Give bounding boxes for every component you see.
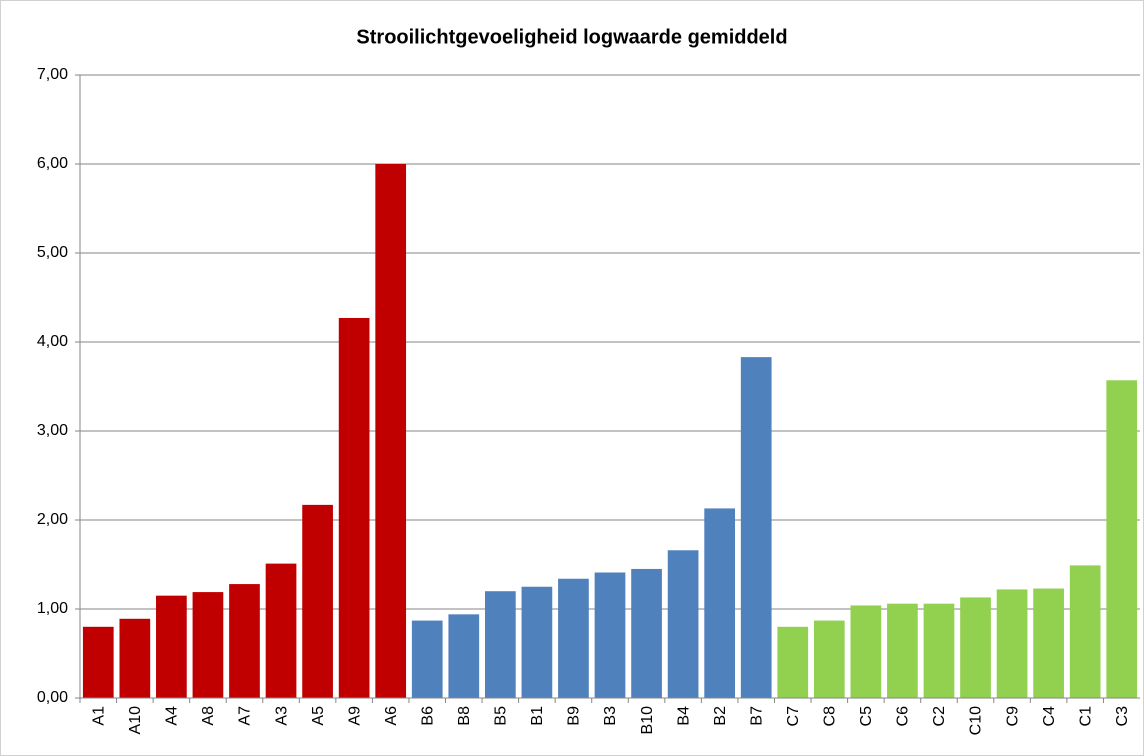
x-tick-label: C2 — [931, 706, 948, 727]
x-tick-label: B9 — [566, 706, 583, 726]
bar — [375, 164, 407, 698]
x-tick-label: C3 — [1114, 706, 1131, 727]
x-tick-label: C10 — [968, 706, 985, 735]
x-tick-label: B7 — [748, 706, 765, 726]
x-tick-label: B2 — [712, 706, 729, 726]
bar — [667, 550, 699, 698]
x-tick-label: B4 — [675, 706, 692, 726]
bar — [484, 591, 516, 698]
chart-title: Strooilichtgevoeligheid logwaarde gemidd… — [356, 26, 787, 48]
x-tick-label: A10 — [127, 706, 144, 735]
bar — [448, 614, 480, 698]
bar — [813, 620, 845, 698]
y-tick-label: 0,00 — [37, 689, 68, 706]
y-tick-label: 2,00 — [37, 511, 68, 528]
y-tick-label: 4,00 — [37, 333, 68, 350]
bar — [740, 357, 772, 698]
bar — [156, 595, 187, 698]
x-tick-label: B5 — [493, 706, 510, 726]
bar — [850, 605, 882, 698]
bar — [1033, 588, 1064, 698]
y-tick-label: 3,00 — [37, 422, 68, 439]
bar — [631, 568, 662, 698]
x-tick-label: C1 — [1077, 706, 1094, 727]
bar — [1069, 565, 1101, 698]
y-tick-label: 6,00 — [37, 155, 68, 172]
x-tick-label: C9 — [1004, 706, 1021, 727]
bar — [229, 584, 260, 698]
x-tick-label: A1 — [90, 706, 107, 726]
x-tick-label: C6 — [895, 706, 912, 727]
bar — [192, 592, 224, 698]
bar — [704, 508, 736, 698]
x-tick-label: A5 — [310, 706, 327, 726]
y-tick-label: 7,00 — [37, 66, 68, 83]
bar — [923, 603, 955, 698]
bar — [521, 586, 553, 698]
bar — [338, 317, 370, 698]
y-tick-label: 1,00 — [37, 600, 68, 617]
x-tick-label: C8 — [822, 706, 839, 727]
x-tick-label: A7 — [237, 706, 254, 726]
bar — [411, 620, 443, 698]
bar — [594, 572, 626, 698]
x-tick-label: A9 — [346, 706, 363, 726]
bar — [777, 626, 809, 698]
bar — [119, 618, 151, 698]
bar — [1106, 380, 1138, 698]
x-tick-label: C7 — [785, 706, 802, 727]
bar — [887, 603, 918, 698]
x-tick-label: B8 — [456, 706, 473, 726]
bar — [960, 597, 991, 698]
x-tick-label: A6 — [383, 706, 400, 726]
x-tick-label: A3 — [273, 706, 290, 726]
bar — [302, 504, 333, 698]
x-tick-label: B3 — [602, 706, 619, 726]
x-tick-label: B1 — [529, 706, 546, 726]
x-tick-label: C5 — [858, 706, 875, 727]
bar — [265, 563, 297, 698]
x-tick-label: A4 — [164, 706, 181, 726]
x-tick-label: B10 — [639, 706, 656, 735]
x-tick-label: A8 — [200, 706, 217, 726]
x-tick-label: C4 — [1041, 706, 1058, 727]
bar — [996, 589, 1028, 698]
bar — [558, 578, 589, 698]
x-tick-label: B6 — [419, 706, 436, 726]
bar — [82, 626, 114, 698]
y-tick-label: 5,00 — [37, 244, 68, 261]
